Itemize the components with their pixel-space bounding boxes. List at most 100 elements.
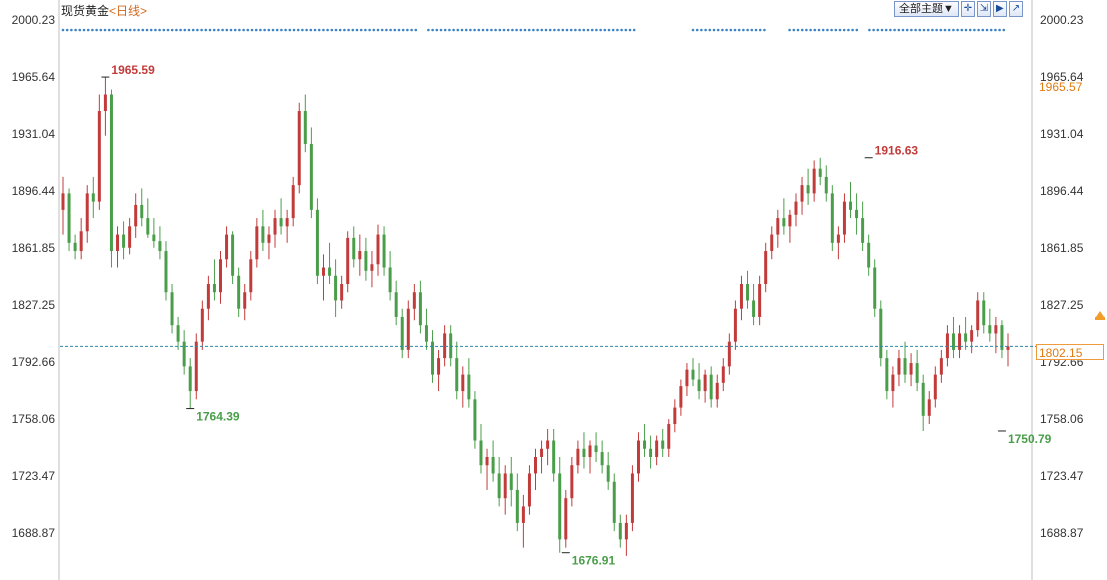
indicator-dot	[599, 28, 602, 32]
candle-body	[812, 168, 816, 194]
candle-body	[600, 452, 604, 466]
indicator-dot	[124, 28, 128, 32]
candle-body	[594, 445, 598, 453]
candle-body	[406, 308, 410, 350]
candle-body	[449, 333, 453, 359]
candle-body	[721, 366, 725, 383]
candle-body	[909, 363, 913, 375]
indicator-dot	[212, 28, 216, 32]
indicator-dot	[611, 28, 615, 32]
indicator-dot	[469, 28, 472, 32]
indicator-dot	[456, 28, 460, 32]
indicator-dot	[956, 28, 959, 32]
y-tick-label-right: 1723.47	[1040, 469, 1084, 483]
indicator-dot	[628, 28, 632, 32]
indicator-dot	[305, 28, 308, 32]
candle-body	[927, 399, 931, 416]
pan-right-icon[interactable]: ▶	[992, 1, 1007, 17]
candle-body	[855, 209, 859, 219]
indicator-dot	[561, 28, 565, 32]
candle-body	[255, 226, 259, 260]
candle-body	[334, 275, 338, 301]
crosshair-icon[interactable]: ✛	[960, 1, 975, 17]
indicator-dot	[309, 28, 313, 32]
extreme-value-label: 1965.59	[111, 63, 155, 77]
candle-body	[321, 267, 325, 276]
indicator-dot	[792, 28, 796, 32]
indicator-dot	[334, 28, 338, 32]
candle-body	[891, 374, 895, 392]
candle-body	[382, 234, 386, 268]
indicator-dot	[208, 28, 212, 32]
candle-body	[861, 218, 865, 243]
y-tick-label-left: 1723.47	[12, 469, 56, 483]
indicator-dot	[91, 28, 94, 32]
export-icon[interactable]: ↗	[1008, 1, 1023, 17]
candle-body	[200, 308, 204, 342]
indicator-dot	[548, 28, 552, 32]
indicator-dot	[414, 28, 418, 32]
period-selector[interactable]: <日线>	[109, 4, 148, 18]
indicator-dot	[145, 28, 149, 32]
candle-body	[643, 440, 647, 449]
indicator-dot	[750, 28, 754, 32]
indicator-dot	[410, 28, 413, 32]
indicator-dot	[355, 28, 359, 32]
indicator-dot	[477, 28, 481, 32]
extreme-value-label: 1676.91	[572, 554, 616, 568]
candle-body	[939, 358, 943, 375]
indicator-dot	[796, 28, 800, 32]
indicator-dot	[107, 28, 111, 32]
candle-body	[800, 185, 804, 202]
indicator-dot	[154, 28, 157, 32]
indicator-dot	[725, 28, 728, 32]
indicator-dot	[166, 28, 170, 32]
indicator-dot	[259, 28, 262, 32]
indicator-dot	[519, 28, 523, 32]
candle-body	[418, 292, 422, 326]
candle-body	[849, 201, 852, 210]
candle-body	[703, 374, 707, 392]
candle-body	[509, 473, 513, 490]
candle-body	[212, 283, 216, 293]
indicator-dot	[330, 28, 334, 32]
candle-body	[515, 489, 519, 523]
indicator-dot	[742, 28, 745, 32]
candle-body	[376, 234, 380, 265]
indicator-dot	[704, 28, 707, 32]
candle-body	[85, 193, 89, 232]
candle-body	[188, 366, 192, 392]
candle-body	[824, 176, 828, 194]
indicator-dot	[380, 28, 384, 32]
indicator-dot	[187, 28, 191, 32]
indicator-dot	[523, 28, 527, 32]
indicator-dot	[401, 28, 405, 32]
zoom-out-icon[interactable]: ⇲	[976, 1, 991, 17]
indicator-dot	[128, 28, 132, 32]
indicator-dot	[947, 28, 951, 32]
candle-body	[685, 369, 689, 387]
candle-body	[394, 292, 398, 317]
indicator-dot	[368, 28, 371, 32]
theme-dropdown-button[interactable]: 全部主题▼	[894, 1, 959, 17]
candle-body	[764, 251, 768, 284]
indicator-dot	[595, 28, 598, 32]
indicator-dot	[582, 28, 586, 32]
indicator-dot	[179, 28, 182, 32]
candle-body	[219, 259, 222, 293]
candle-body	[497, 473, 501, 499]
y-tick-label-right: 1758.06	[1040, 412, 1084, 426]
candle-body	[836, 234, 840, 243]
indicator-dot	[296, 28, 300, 32]
candles-group	[61, 77, 1010, 556]
indicator-dot	[301, 28, 304, 32]
candle-body	[455, 358, 459, 392]
indicator-dot	[557, 28, 560, 32]
y-tick-label-right: 1931.04	[1040, 127, 1084, 141]
indicator-dot	[435, 28, 439, 32]
indicator-dot	[99, 28, 103, 32]
indicator-dot	[952, 28, 955, 32]
candle-body	[1000, 325, 1004, 350]
candle-body	[267, 234, 271, 243]
candle-body	[867, 242, 871, 268]
